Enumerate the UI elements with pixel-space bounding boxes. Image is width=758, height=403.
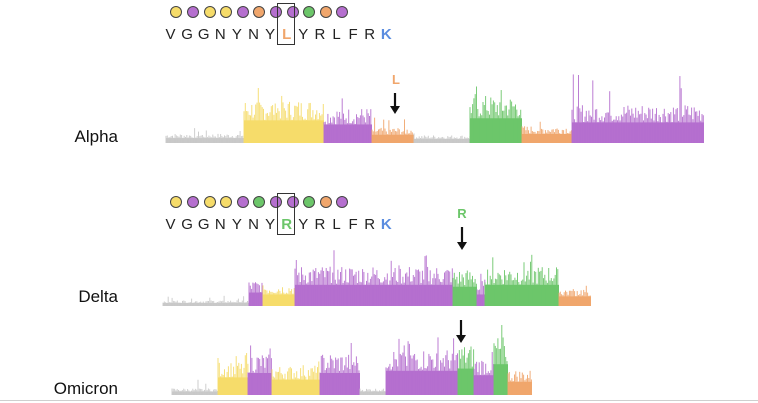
mutation-arrow-icon bbox=[456, 320, 466, 343]
residue-dot bbox=[187, 6, 199, 18]
residue-letter: Y bbox=[265, 216, 276, 233]
coverage-segment bbox=[294, 250, 453, 306]
residue-letter: R bbox=[364, 216, 376, 233]
residue-letter: F bbox=[348, 26, 358, 43]
residue-dot bbox=[303, 6, 316, 18]
coverage-segment bbox=[217, 353, 249, 395]
coverage-segment bbox=[473, 352, 494, 395]
bottom-divider bbox=[0, 400, 758, 401]
residue-letter: Y bbox=[231, 216, 242, 233]
residue-dot bbox=[336, 196, 349, 208]
coverage-segment bbox=[385, 337, 458, 395]
residue-letter: N bbox=[248, 216, 259, 233]
mutation-arrow-icon bbox=[457, 227, 467, 250]
residue-letter: G bbox=[197, 216, 210, 233]
residue-letter: F bbox=[348, 216, 358, 233]
residue-dot bbox=[253, 196, 266, 208]
residue-letter: N bbox=[248, 26, 259, 43]
residue-dot bbox=[303, 196, 316, 208]
coverage-segment bbox=[457, 346, 475, 395]
coverage-segment bbox=[558, 285, 591, 306]
residue-letter: K bbox=[380, 26, 392, 43]
residue-dot bbox=[170, 6, 183, 18]
coverage-segment bbox=[165, 128, 244, 143]
residue-dot bbox=[220, 6, 233, 18]
residue-dot bbox=[336, 6, 349, 18]
residue-letter: Y bbox=[298, 26, 309, 43]
residue-dot bbox=[253, 6, 266, 18]
variant-label-alpha: Alpha bbox=[74, 127, 118, 146]
residue-letter: R bbox=[281, 216, 293, 233]
coverage-segment bbox=[271, 361, 320, 395]
coverage-segment bbox=[521, 121, 572, 143]
residue-dot bbox=[319, 6, 332, 18]
coverage-segment bbox=[452, 270, 477, 306]
residue-dot bbox=[286, 196, 299, 208]
mutation-label-alpha: L bbox=[392, 72, 400, 87]
residue-dot bbox=[220, 196, 233, 208]
coverage-segment bbox=[248, 282, 263, 306]
residue-letter: L bbox=[332, 216, 341, 233]
mutation-label-delta: R bbox=[457, 206, 467, 221]
coverage-segment bbox=[507, 370, 532, 395]
coverage-segment bbox=[319, 342, 360, 395]
residue-letter: N bbox=[214, 26, 226, 43]
residue-letter: Y bbox=[298, 216, 309, 233]
residue-dot bbox=[286, 6, 299, 18]
residue-letter: Y bbox=[231, 26, 242, 43]
coverage-track-alpha bbox=[165, 74, 704, 143]
residue-letter: G bbox=[181, 216, 193, 233]
residue-letter: R bbox=[314, 26, 326, 43]
residue-dot bbox=[319, 196, 332, 208]
residue-letter: R bbox=[314, 216, 326, 233]
coverage-segment bbox=[571, 74, 704, 143]
coverage-band bbox=[414, 138, 470, 143]
coverage-track-delta bbox=[162, 250, 591, 306]
residue-letter: L bbox=[332, 26, 341, 43]
mutation-highlight-box bbox=[277, 193, 296, 235]
coverage-segment bbox=[476, 273, 486, 306]
residue-letter: L bbox=[282, 26, 292, 43]
coverage-segment bbox=[469, 86, 522, 143]
residue-dot bbox=[187, 196, 199, 208]
residue-letter: G bbox=[181, 26, 193, 43]
coverage-segment bbox=[247, 345, 272, 395]
coverage-segment bbox=[243, 87, 324, 143]
variant-label-delta: Delta bbox=[78, 287, 118, 306]
residue-dot bbox=[236, 6, 249, 18]
coverage-segment bbox=[162, 295, 250, 306]
residue-dot bbox=[236, 196, 249, 208]
coverage-segment bbox=[262, 285, 295, 306]
variant-label-omicron: Omicron bbox=[53, 379, 118, 398]
coverage-segment bbox=[413, 133, 471, 143]
residue-letter: V bbox=[165, 216, 176, 233]
coverage-segment bbox=[359, 388, 386, 395]
mutation-arrow-icon bbox=[390, 93, 400, 114]
mutation-highlight-box bbox=[277, 3, 296, 45]
residue-letter: Y bbox=[265, 26, 276, 43]
coverage-segment bbox=[371, 117, 415, 143]
coverage-segment bbox=[493, 325, 508, 395]
coverage-track-omicron bbox=[171, 325, 532, 395]
residue-dot bbox=[170, 196, 183, 208]
coverage-segment bbox=[484, 254, 559, 306]
residue-dot bbox=[203, 6, 216, 18]
residue-letter: R bbox=[364, 26, 376, 43]
residue-letter: G bbox=[197, 26, 210, 43]
residue-letter: N bbox=[214, 216, 226, 233]
coverage-segment bbox=[171, 379, 218, 395]
residue-dot bbox=[270, 196, 282, 208]
residue-dot bbox=[270, 6, 282, 18]
residue-letter: K bbox=[380, 216, 392, 233]
residue-dot bbox=[203, 196, 216, 208]
residue-letter: V bbox=[165, 26, 176, 43]
coverage-segment bbox=[323, 98, 372, 143]
